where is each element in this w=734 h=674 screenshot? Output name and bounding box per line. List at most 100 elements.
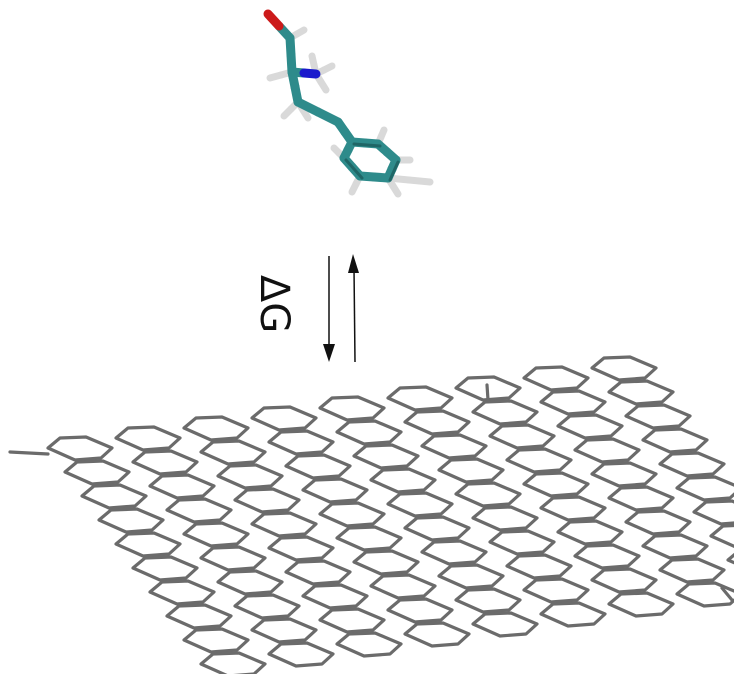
graphene-hexagon (641, 427, 709, 454)
graphene-hexagon (522, 365, 590, 392)
graphene-hexagon (216, 569, 284, 596)
graphene-hexagon (148, 473, 216, 500)
graphene-hexagon (658, 557, 726, 584)
graphene-hexagon (80, 483, 148, 510)
graphene-hexagon (675, 475, 734, 502)
graphene-hexagon (267, 535, 335, 562)
hydrogen-bond-stick (266, 71, 285, 82)
graphene-hexagon (250, 511, 318, 538)
graphene-hexagon (403, 621, 471, 648)
graphene-hexagon (471, 611, 539, 638)
graphene-hexagon (420, 539, 488, 566)
graphene-hexagon (165, 603, 233, 630)
graphene-hexagon (573, 437, 641, 464)
graphene-hexagon (335, 525, 403, 552)
graphene-hexagon (454, 481, 522, 508)
graphene-hexagon (437, 563, 505, 590)
graphene-hexagon (131, 449, 199, 476)
graphene-hexagon (556, 413, 624, 440)
graphene-hexagon (284, 453, 352, 480)
graphene-hexagon (63, 459, 131, 486)
reverse-arrow-shaft (353, 267, 356, 363)
graphene-hexagon (301, 583, 369, 610)
graphene-hexagon (488, 423, 556, 450)
hydrogen-bond-stick (299, 106, 312, 122)
graphene-hexagon (692, 499, 734, 526)
graphene-hexagon (658, 451, 726, 478)
graphene-sheet (8, 355, 734, 674)
graphene-hexagon (403, 409, 471, 436)
graphene-hexagon (284, 559, 352, 586)
hydrogen-bond-stick (377, 126, 388, 141)
graphene-hexagon (267, 429, 335, 456)
graphene-hexagon (233, 593, 301, 620)
graphene-hexagon (318, 607, 386, 634)
ring-bond (343, 137, 357, 155)
graphene-hexagon (607, 379, 675, 406)
graphene-hexagon (46, 435, 114, 462)
hydrogen-bond-stick (320, 62, 336, 74)
graphene-edge-bond (8, 450, 50, 456)
graphene-hexagon (624, 509, 692, 536)
graphene-hexagon (369, 573, 437, 600)
graphene-hexagon (505, 553, 573, 580)
graphene-hexagon (318, 395, 386, 422)
amine-bond (299, 68, 321, 79)
graphene-hexagon (182, 415, 250, 442)
graphene-hexagon (675, 581, 734, 608)
graphene-hexagon (539, 389, 607, 416)
graphene-hexagon (182, 627, 250, 654)
hydrogen-bond-stick (308, 52, 318, 69)
graphene-hexagon (318, 501, 386, 528)
ring-shading (344, 158, 364, 180)
graphene-hexagon (369, 467, 437, 494)
ring-shading (388, 160, 400, 182)
graphene-hexagon (624, 403, 692, 430)
graphene-hexagon (726, 552, 734, 565)
forward-arrowhead (323, 344, 335, 362)
equilibrium-arrows (323, 254, 359, 363)
graphene-edge-bond (720, 586, 734, 602)
molecule-bonds (263, 9, 434, 198)
graphene-hexagon (199, 545, 267, 572)
graphene-hexagon (573, 543, 641, 570)
graphene-hexagon (250, 617, 318, 644)
graphene-hexagon (352, 549, 420, 576)
graphene-hexagon (301, 477, 369, 504)
ring-shading (352, 142, 382, 148)
graphene-hexagon (250, 405, 318, 432)
graphene-hexagon (590, 461, 658, 488)
graphene-hexagon (539, 601, 607, 628)
graphene-hexagon (437, 457, 505, 484)
graphene-hexagon (233, 487, 301, 514)
graphene-hexagon (199, 651, 267, 674)
graphene-hexagon (420, 433, 488, 460)
graphene-hexagon (522, 577, 590, 604)
graphene-hexagon (539, 495, 607, 522)
hydrogen-bond-stick (330, 144, 343, 157)
hydrogen-bond-stick (405, 176, 434, 186)
graphene-hexagon (522, 471, 590, 498)
hydrogen-bond-stick (348, 180, 360, 196)
graphene-hexagon (97, 507, 165, 534)
reverse-arrowhead (348, 254, 359, 273)
graphene-hexagon (352, 443, 420, 470)
graphene-hexagon (114, 531, 182, 558)
graphene-hexagon (471, 505, 539, 532)
graphene-hexagon (131, 555, 199, 582)
molecule-model (263, 9, 434, 198)
graphene-edge-bond (485, 383, 490, 402)
hydrogen-bond-stick (293, 26, 308, 38)
graphene-hexagon (471, 399, 539, 426)
hydrogen-bond-stick (389, 182, 402, 198)
graphene-hexagon (709, 523, 734, 548)
carbonyl-bond (263, 9, 284, 31)
hydrogen-bond-stick (317, 78, 330, 94)
graphene-hexagon (216, 463, 284, 490)
graphene-hexagon (641, 533, 709, 560)
graphene-hexagon (454, 587, 522, 614)
graphene-hexagon (335, 631, 403, 658)
graphene-hexagon (386, 491, 454, 518)
graphene-hexagon (386, 385, 454, 412)
